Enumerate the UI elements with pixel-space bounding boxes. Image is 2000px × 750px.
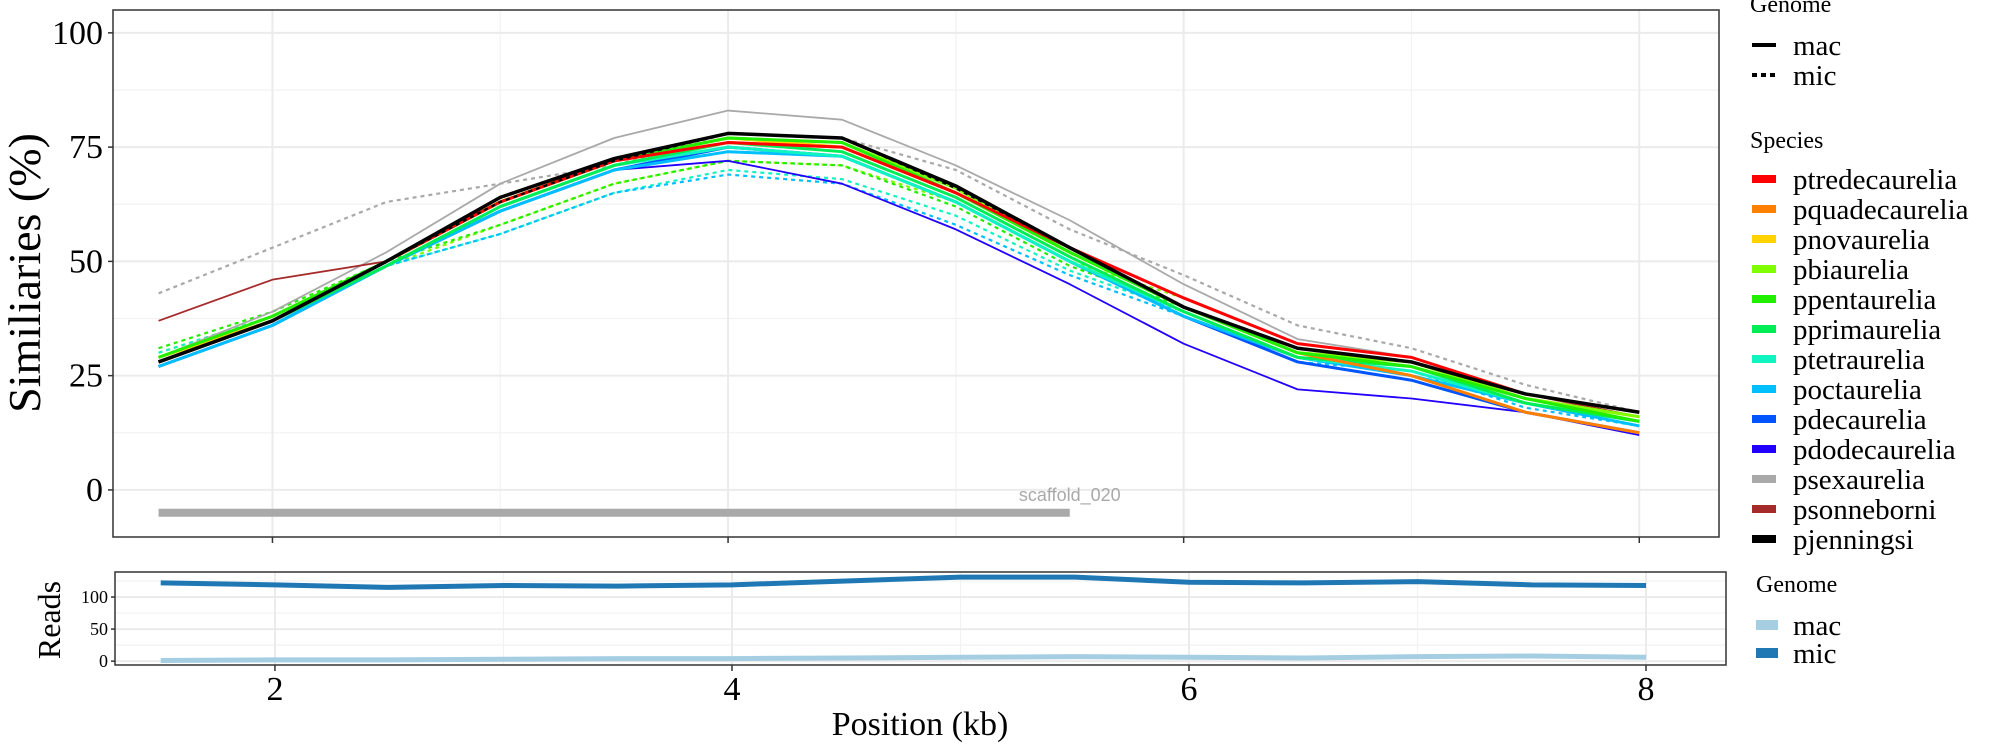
y-tick-label: 0 (86, 472, 103, 509)
species-legend-label: pdodecaurelia (1793, 434, 1956, 466)
reads-legend-title: Genome (1756, 572, 1837, 598)
species-legend-label: ptredecaurelia (1793, 164, 1957, 196)
reads-legend-label: mic (1793, 638, 1837, 670)
species-legend-label: pnovaurelia (1793, 224, 1930, 256)
x-tick-label: 2 (266, 671, 283, 708)
bottom-y-axis-label: Reads (31, 581, 67, 659)
species-legend-label: pjenningsi (1793, 524, 1914, 556)
y-tick-label: 50 (69, 243, 103, 280)
x-tick-label: 8 (1638, 671, 1655, 708)
series-line-pdodecaurelia-mac (158, 159, 1640, 436)
series-line-pjenningsi-mac (157, 131, 1640, 414)
series-line-psexaurelia-mic (158, 132, 1640, 414)
species-legend-label: pquadecaurelia (1793, 194, 1969, 226)
reads-line-mac (160, 653, 1647, 664)
top-panel-grid (113, 10, 1719, 537)
reads-legend-key-mic (1756, 648, 1778, 658)
species-legend-label: pprimaurelia (1793, 314, 1941, 346)
scaffold-label: scaffold_020 (1019, 485, 1121, 506)
legends: GenomemacmicSpeciesptredecaureliapquadec… (1750, 0, 1969, 670)
species-legend-key-poctaurelia (1752, 385, 1776, 393)
species-legend-key-pprimaurelia (1752, 325, 1776, 333)
x-tick-label: 6 (1181, 671, 1198, 708)
y-tick-label: 100 (52, 15, 103, 52)
y-tick-label: 75 (69, 129, 103, 166)
genome-legend-label: mac (1793, 30, 1841, 62)
top-panel-axes: 0 25 50 75 100 (52, 15, 1641, 543)
genome-legend-label: mic (1793, 60, 1837, 92)
species-legend-label: psexaurelia (1793, 464, 1925, 496)
bottom-panel-axes: 0 50 100 2 4 6 8 (81, 587, 1655, 708)
y-tick-label: 100 (81, 587, 108, 607)
x-axis-label: Position (kb) (832, 706, 1009, 743)
series-line-pquadecaurelia-mac (158, 141, 1640, 435)
reads-legend-key-mac (1756, 620, 1778, 630)
bottom-panel-series (160, 574, 1647, 664)
series-line-poctaurelia-mac (158, 150, 1640, 428)
species-legend-key-pdodecaurelia (1752, 445, 1776, 453)
series-line-ptetraurelia-mic (158, 168, 1640, 423)
species-legend-key-ptredecaurelia (1752, 175, 1776, 183)
species-legend-key-pbiaurelia (1752, 265, 1776, 273)
species-legend-label: poctaurelia (1793, 374, 1922, 406)
species-legend-label: psonneborni (1793, 494, 1936, 526)
genome-legend-title: Genome (1750, 0, 1831, 18)
bottom-panel-border (114, 571, 1727, 666)
series-line-pdecaurelia-mac (158, 145, 1640, 435)
species-legend-key-pjenningsi (1752, 535, 1776, 543)
species-legend-key-pnovaurelia (1752, 235, 1776, 243)
species-legend-label: ptetraurelia (1793, 344, 1925, 376)
species-legend-key-psexaurelia (1752, 475, 1776, 483)
y-tick-label: 50 (90, 619, 108, 639)
top-panel-border (112, 9, 1720, 538)
species-legend-key-ppentaurelia (1752, 295, 1776, 303)
species-legend-key-psonneborni (1752, 505, 1776, 513)
top-panel-series: scaffold_020 (157, 109, 1640, 517)
species-legend-key-pquadecaurelia (1752, 205, 1776, 213)
species-legend-title: Species (1750, 128, 1823, 154)
species-legend-label: pdecaurelia (1793, 404, 1927, 436)
series-line-ptetraurelia-mac (158, 145, 1640, 423)
series-line-pbiaurelia-mic (158, 159, 1640, 418)
series-line-poctaurelia-mic (158, 173, 1640, 428)
y-tick-label: 25 (69, 358, 103, 395)
reads-line-mic (160, 574, 1647, 590)
y-tick-label: 0 (99, 651, 108, 671)
x-tick-label: 4 (723, 671, 740, 708)
species-legend-key-pdecaurelia (1752, 415, 1776, 423)
species-legend-key-ptetraurelia (1752, 355, 1776, 363)
species-legend-label: pbiaurelia (1793, 254, 1909, 286)
species-legend-label: ppentaurelia (1793, 284, 1936, 316)
reads-legend-label: mac (1793, 610, 1841, 642)
top-y-axis-label: Similiaries (%) (0, 133, 50, 413)
